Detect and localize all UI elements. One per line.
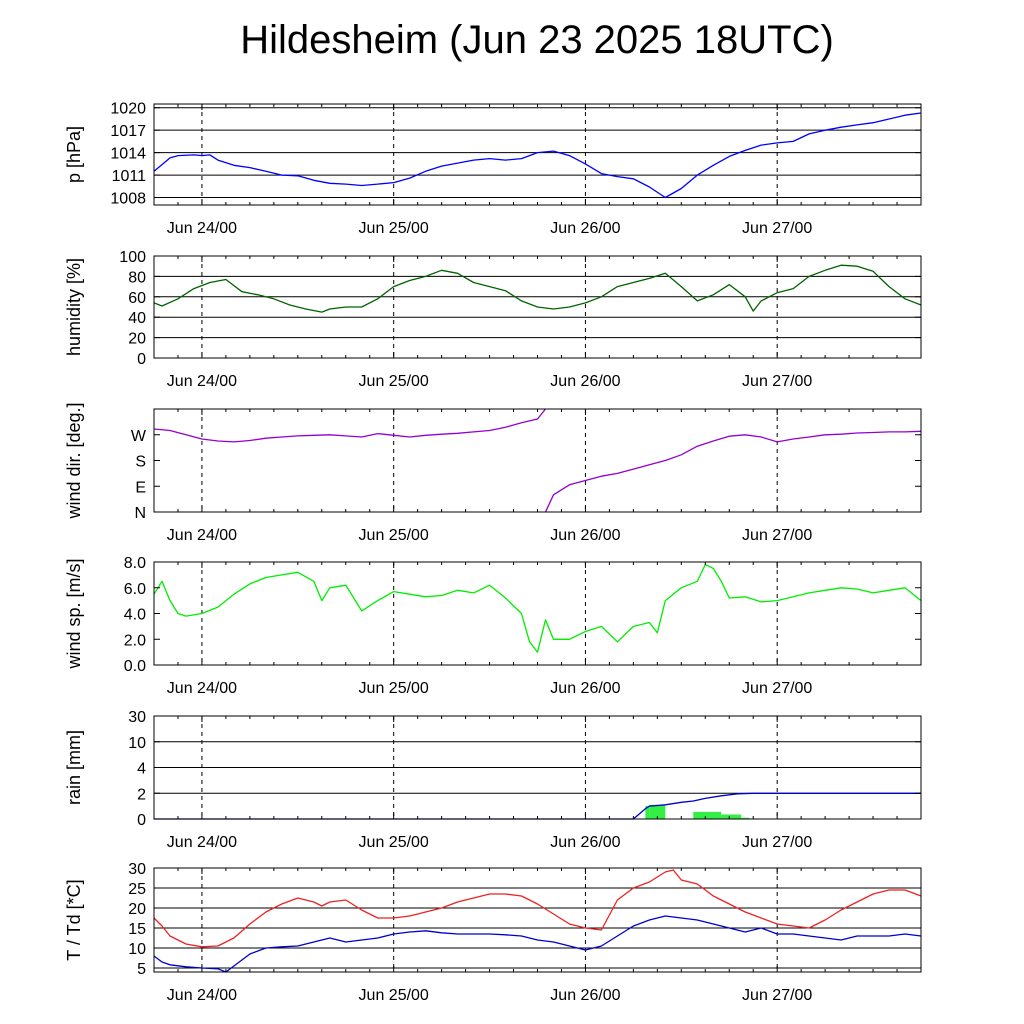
y-tick-label: 6.0 <box>124 581 146 598</box>
y-axis-label: rain [mm] <box>64 730 84 805</box>
x-tick-label: Jun 26/00 <box>550 987 620 1004</box>
y-tick-label: N <box>134 505 146 522</box>
y-tick-label: 30 <box>128 709 146 726</box>
y-tick-label: 5 <box>137 961 146 978</box>
wind-speed-panel: 0.0 2.0 4.0 6.0 8.0 Jun 24/00 Jun 25/00 Jun 26/… <box>64 555 922 697</box>
page-title: Hildesheim (Jun 23 2025 18UTC) <box>240 18 834 62</box>
y-axis-label: p [hPa] <box>64 126 84 183</box>
y-tick-label: W <box>131 428 147 445</box>
rain-panel: 0 2 4 10 30 Jun 24/00 Jun 25/00 Jun 26/00 Jun 27… <box>64 709 922 851</box>
x-tick-label: Jun 27/00 <box>742 834 812 851</box>
y-tick-label: 10 <box>128 941 146 958</box>
y-axis-label: humidity [%] <box>64 258 84 356</box>
y-tick-label: 2.0 <box>124 632 146 649</box>
x-tick-label: Jun 24/00 <box>167 987 237 1004</box>
series-line <box>153 869 922 948</box>
x-tick-label: Jun 24/00 <box>167 220 237 237</box>
series-line <box>153 915 922 973</box>
y-tick-label: 1008 <box>110 191 146 208</box>
x-tick-label: Jun 26/00 <box>550 373 620 390</box>
x-tick-label: Jun 27/00 <box>742 220 812 237</box>
x-tick-label: Jun 25/00 <box>359 680 429 697</box>
series-line <box>153 408 547 443</box>
y-tick-label: 80 <box>128 269 146 286</box>
series-line <box>544 430 922 513</box>
y-axis-label: T / Td [*C] <box>64 879 84 960</box>
y-tick-label: 1017 <box>110 123 146 140</box>
x-tick-label: Jun 26/00 <box>550 527 620 544</box>
y-tick-label: 40 <box>128 310 146 327</box>
x-tick-label: Jun 26/00 <box>550 220 620 237</box>
y-tick-label: 4 <box>137 761 146 778</box>
x-tick-label: Jun 24/00 <box>167 373 237 390</box>
y-tick-label: 1014 <box>110 146 146 163</box>
y-tick-label: 4.0 <box>124 607 146 624</box>
series-line <box>153 112 922 199</box>
x-tick-label: Jun 27/00 <box>742 987 812 1004</box>
rain-bar <box>693 811 722 819</box>
rain-bar <box>645 806 650 819</box>
y-tick-label: 0 <box>137 812 146 829</box>
series-line <box>153 264 922 313</box>
pressure-panel: 1008 1011 1014 1017 1020 Jun 24/00 Jun 25/00 Ju… <box>64 101 922 237</box>
y-tick-label: 0.0 <box>124 658 146 675</box>
rain-bar <box>741 817 750 819</box>
humidity-panel: 0 20 40 60 80 100 Jun 24/00 Jun 25/00 Jun 26/00 J… <box>64 249 922 390</box>
x-tick-label: Jun 25/00 <box>359 527 429 544</box>
x-tick-label: Jun 27/00 <box>742 527 812 544</box>
x-tick-label: Jun 27/00 <box>742 680 812 697</box>
y-tick-label: 0 <box>137 351 146 368</box>
plot-frame <box>153 103 922 206</box>
x-tick-label: Jun 25/00 <box>359 373 429 390</box>
plot-frame <box>153 867 922 973</box>
y-tick-label: E <box>135 479 146 496</box>
temperature-panel: 5 10 15 20 25 30 Jun 24/00 Jun 25/00 Jun 26/00 Ju… <box>64 861 922 1004</box>
x-tick-label: Jun 25/00 <box>359 987 429 1004</box>
y-axis-label: wind sp. [m/s] <box>64 558 84 669</box>
x-tick-label: Jun 24/00 <box>167 527 237 544</box>
x-tick-label: Jun 26/00 <box>550 680 620 697</box>
plot-frame <box>153 408 922 513</box>
y-tick-label: 100 <box>119 249 146 266</box>
y-tick-label: 20 <box>128 331 146 348</box>
y-tick-label: 30 <box>128 861 146 878</box>
y-tick-label: 1020 <box>110 101 146 118</box>
rain-bar <box>649 804 666 819</box>
x-tick-label: Jun 24/00 <box>167 834 237 851</box>
y-tick-label: 2 <box>137 786 146 803</box>
x-tick-label: Jun 26/00 <box>550 834 620 851</box>
x-tick-label: Jun 25/00 <box>359 834 429 851</box>
y-tick-label: 1011 <box>112 168 147 185</box>
rain-bar <box>721 814 742 819</box>
y-tick-label: 10 <box>128 735 146 752</box>
x-tick-label: Jun 25/00 <box>359 220 429 237</box>
y-tick-label: 20 <box>128 901 146 918</box>
y-tick-label: 8.0 <box>124 555 146 572</box>
y-tick-label: 60 <box>128 290 146 307</box>
series-line <box>154 792 921 820</box>
y-axis-label: wind dir. [deg.] <box>64 402 84 519</box>
series-line <box>153 563 922 653</box>
y-tick-label: S <box>135 454 146 471</box>
x-tick-label: Jun 27/00 <box>742 373 812 390</box>
y-tick-label: 15 <box>128 921 146 938</box>
y-tick-label: 25 <box>128 881 146 898</box>
x-tick-label: Jun 24/00 <box>167 680 237 697</box>
